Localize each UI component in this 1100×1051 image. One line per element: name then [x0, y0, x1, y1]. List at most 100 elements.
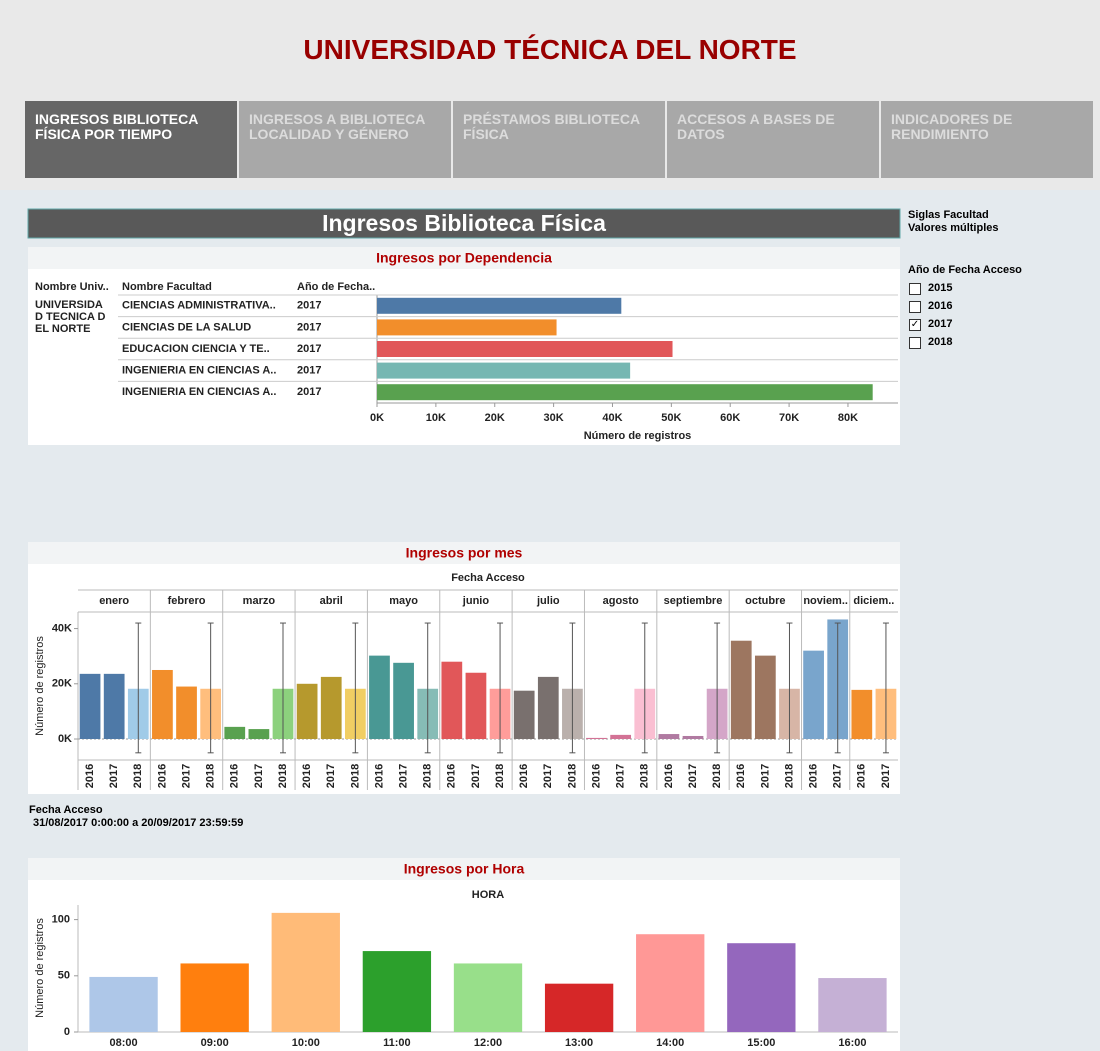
column-header: Nombre Univ.. — [35, 281, 109, 293]
x-tick-label: 2018 — [639, 764, 651, 788]
group-label: julio — [536, 595, 560, 607]
bar — [377, 297, 622, 314]
x-tick-label: 2016 — [84, 764, 96, 788]
x-tick-label: 2018 — [349, 764, 361, 788]
bar — [152, 669, 173, 740]
bar — [465, 672, 487, 740]
x-tick-label: 2018 — [566, 764, 578, 788]
group-label: enero — [99, 595, 129, 607]
tab[interactable]: INGRESOS A BIBLIOTECA LOCALIDAD Y GÉNERO — [239, 101, 451, 178]
group-label: diciem.. — [853, 595, 894, 607]
tab[interactable]: ACCESOS A BASES DE DATOS — [667, 101, 879, 178]
x-tick-label: 14:00 — [656, 1037, 684, 1049]
column-header: Año de Fecha.. — [297, 281, 375, 293]
x-tick-label: 2016 — [446, 764, 458, 788]
x-tick-label: 2017 — [832, 764, 844, 788]
x-tick-label: 16:00 — [838, 1037, 866, 1049]
x-tick-label: 2016 — [518, 764, 530, 788]
column-header: Nombre Facultad — [122, 281, 212, 293]
tab[interactable]: PRÉSTAMOS BIBLIOTECA FÍSICA — [453, 101, 665, 178]
bar — [586, 737, 607, 740]
y-axis-title: Número de registros — [34, 636, 46, 736]
x-tick-label: 2016 — [856, 764, 868, 788]
filter-value: Valores múltiples — [908, 222, 999, 234]
tab[interactable]: INDICADORES DE RENDIMIENTO — [881, 101, 1093, 178]
checkbox[interactable] — [909, 283, 921, 295]
bar — [393, 662, 414, 740]
checkbox-label: 2017 — [928, 318, 953, 330]
x-tick-label: 2016 — [156, 764, 168, 788]
row-year: 2017 — [297, 386, 321, 398]
dashboard-title: Ingresos Biblioteca Física — [322, 210, 606, 236]
bar — [851, 689, 873, 740]
x-tick-label: 10:00 — [292, 1037, 320, 1049]
header: HORA — [472, 889, 504, 901]
x-tick-label: 30K — [544, 412, 564, 424]
filter-label: Año de Fecha Acceso — [908, 264, 1022, 276]
panel-title-bar — [28, 858, 900, 880]
x-tick-label: 40K — [602, 412, 622, 424]
bar — [248, 729, 270, 740]
row-year: 2017 — [297, 300, 321, 312]
x-tick-label: 2017 — [615, 764, 627, 788]
dashboard-title-bar — [27, 208, 901, 239]
header-title: UNIVERSIDAD TÉCNICA DEL NORTE — [303, 34, 797, 65]
checkbox[interactable]: ✓ — [909, 319, 921, 331]
x-tick-label: 2018 — [422, 764, 434, 788]
bar — [636, 934, 705, 1032]
y-tick-label: 20K — [52, 678, 72, 690]
panel — [28, 542, 900, 794]
y-tick-label: 0K — [58, 733, 72, 745]
x-tick-label: 08:00 — [109, 1037, 137, 1049]
bar — [89, 976, 158, 1032]
x-tick-label: 13:00 — [565, 1037, 593, 1049]
x-tick-label: 2016 — [301, 764, 313, 788]
x-tick-label: 0K — [370, 412, 384, 424]
bar — [271, 912, 340, 1032]
group-label: abril — [320, 595, 343, 607]
x-tick-label: 2017 — [253, 764, 265, 788]
bar — [377, 341, 673, 357]
x-tick-label: 50K — [661, 412, 681, 424]
x-tick-label: 2017 — [180, 764, 192, 788]
x-tick-label: 2017 — [397, 764, 409, 788]
bar — [730, 640, 752, 740]
bar — [818, 978, 887, 1032]
checkbox[interactable] — [909, 337, 921, 349]
checkbox[interactable] — [909, 301, 921, 313]
group-label: septiembre — [664, 595, 723, 607]
x-axis-title: Número de registros — [584, 430, 692, 442]
bar — [296, 683, 318, 740]
bar — [544, 983, 614, 1032]
x-tick-label: 2016 — [373, 764, 385, 788]
x-tick-label: 2017 — [470, 764, 482, 788]
group-label: febrero — [168, 595, 206, 607]
bar — [224, 726, 246, 740]
x-tick-label: 2018 — [494, 764, 506, 788]
row-year: 2017 — [297, 321, 321, 333]
tab[interactable]: INGRESOS BIBLIOTECA FÍSICA POR TIEMPO — [25, 101, 237, 178]
row-label: INGENIERIA EN CIENCIAS A.. — [122, 386, 276, 398]
group-label: marzo — [243, 595, 276, 607]
panel-title-bar — [28, 542, 900, 564]
checkbox-label: 2016 — [928, 300, 953, 312]
row-year: 2017 — [297, 365, 321, 377]
x-tick-label: 80K — [838, 412, 858, 424]
x-tick-label: 2018 — [205, 764, 217, 788]
x-tick-label: 2016 — [663, 764, 675, 788]
bar — [537, 676, 559, 740]
x-tick-label: 60K — [720, 412, 740, 424]
bar — [369, 655, 390, 740]
panel-title: Ingresos por mes — [406, 545, 523, 561]
row-label: CIENCIAS DE LA SALUD — [122, 321, 251, 333]
x-tick-label: 2016 — [807, 764, 819, 788]
bar — [377, 384, 873, 401]
bar — [103, 673, 125, 740]
x-tick-label: 2017 — [108, 764, 120, 788]
row-label: CIENCIAS ADMINISTRATIVA.. — [122, 300, 276, 312]
x-tick-label: 70K — [779, 412, 799, 424]
bar — [682, 735, 704, 740]
bar — [441, 661, 463, 740]
x-tick-label: 11:00 — [383, 1037, 411, 1049]
group-label: mayo — [389, 595, 418, 607]
